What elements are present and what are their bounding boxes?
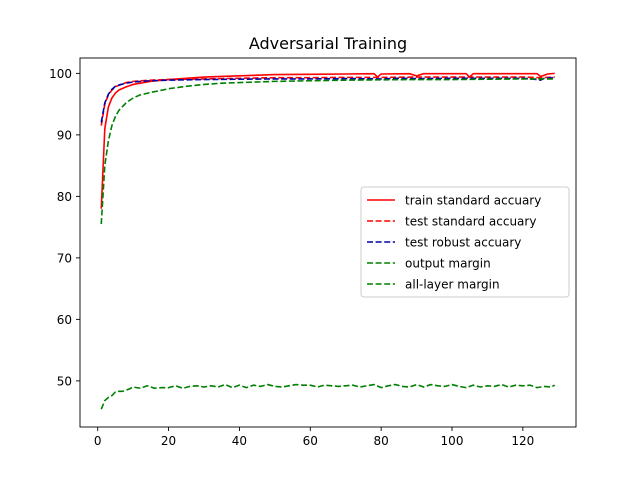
- x-tick-label: 60: [303, 434, 318, 448]
- axes-frame: [79, 57, 577, 428]
- x-tick-label: 120: [511, 434, 534, 448]
- legend-label-3: output margin: [405, 257, 491, 271]
- y-tick-label: 70: [57, 251, 72, 265]
- series-line-3: [100, 78, 555, 225]
- series-line-4: [100, 383, 556, 410]
- plot-area: [100, 72, 556, 410]
- y-tick-label: 100: [49, 67, 72, 81]
- legend: train standard accuary test standard accu…: [360, 186, 570, 298]
- legend-label-4: all-layer margin: [405, 278, 500, 292]
- series-line-1: [100, 76, 555, 126]
- x-tick-label: 20: [161, 434, 176, 448]
- x-tick-label: 80: [374, 434, 389, 448]
- legend-label-1: test standard accuary: [405, 215, 536, 229]
- x-tick-label: 100: [441, 434, 464, 448]
- x-tick-label: 40: [232, 434, 247, 448]
- y-tick-label: 90: [57, 128, 72, 142]
- y-tick-label: 50: [57, 374, 72, 388]
- legend-box: [360, 186, 570, 298]
- legend-label-2: test robust accuary: [405, 236, 521, 250]
- y-tick-label: 60: [57, 313, 72, 327]
- x-tick-label: 0: [94, 434, 102, 448]
- series-line-0: [100, 72, 555, 209]
- y-tick-label: 80: [57, 190, 72, 204]
- chart-title: Adversarial Training: [249, 34, 407, 53]
- axes: 0 20 40 60 80 100 120 50 60 70 80 90 100: [49, 57, 577, 448]
- series-line-2: [100, 76, 555, 123]
- legend-label-0: train standard accuary: [405, 194, 541, 208]
